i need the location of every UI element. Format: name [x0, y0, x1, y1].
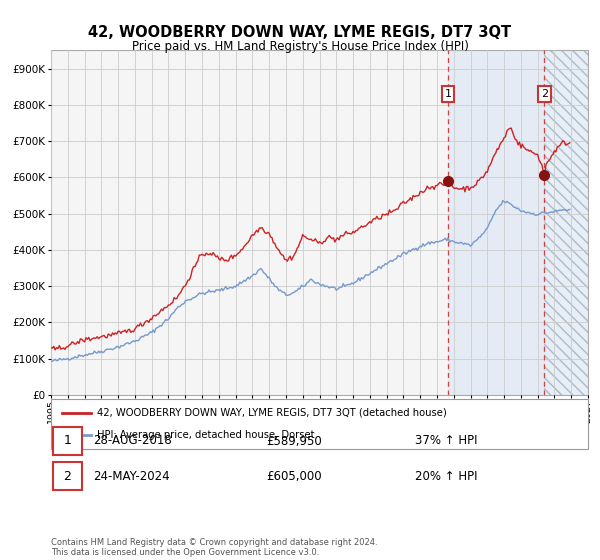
Text: 2: 2 [64, 470, 71, 483]
Text: 42, WOODBERRY DOWN WAY, LYME REGIS, DT7 3QT (detached house): 42, WOODBERRY DOWN WAY, LYME REGIS, DT7 … [97, 408, 446, 418]
Bar [448, 50, 544, 395]
Text: HPI: Average price, detached house, Dorset: HPI: Average price, detached house, Dors… [97, 430, 314, 440]
Text: £605,000: £605,000 [266, 470, 322, 483]
Text: 1: 1 [445, 89, 452, 99]
FancyBboxPatch shape [51, 399, 588, 449]
Text: 2: 2 [541, 89, 548, 99]
Text: 37% ↑ HPI: 37% ↑ HPI [415, 435, 477, 447]
Text: 1: 1 [64, 435, 71, 447]
Text: 20% ↑ HPI: 20% ↑ HPI [415, 470, 477, 483]
Text: £589,950: £589,950 [266, 435, 322, 447]
Bar [544, 50, 588, 395]
FancyBboxPatch shape [53, 463, 82, 490]
Text: 24-MAY-2024: 24-MAY-2024 [93, 470, 170, 483]
Text: Price paid vs. HM Land Registry's House Price Index (HPI): Price paid vs. HM Land Registry's House … [131, 40, 469, 53]
Text: Contains HM Land Registry data © Crown copyright and database right 2024.
This d: Contains HM Land Registry data © Crown c… [51, 538, 377, 557]
Text: 28-AUG-2018: 28-AUG-2018 [93, 435, 172, 447]
Bar [544, 50, 588, 395]
FancyBboxPatch shape [53, 427, 82, 455]
Text: 42, WOODBERRY DOWN WAY, LYME REGIS, DT7 3QT: 42, WOODBERRY DOWN WAY, LYME REGIS, DT7 … [88, 25, 512, 40]
